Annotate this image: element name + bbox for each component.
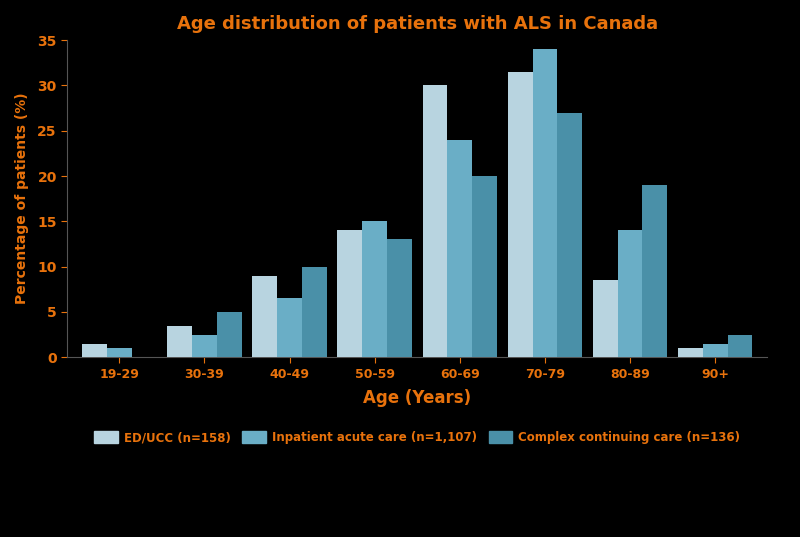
Bar: [472, 176, 497, 357]
Bar: [533, 49, 558, 357]
Bar: [422, 85, 447, 357]
Bar: [593, 280, 618, 357]
Title: Age distribution of patients with ALS in Canada: Age distribution of patients with ALS in…: [177, 15, 658, 33]
Bar: [727, 335, 752, 357]
Legend: ED/UCC (n=158), Inpatient acute care (n=1,107), Complex continuing care (n=136): ED/UCC (n=158), Inpatient acute care (n=…: [90, 426, 745, 449]
Bar: [642, 185, 667, 357]
Bar: [302, 266, 327, 357]
Bar: [217, 312, 242, 357]
Bar: [678, 348, 702, 357]
Bar: [277, 299, 302, 357]
Bar: [82, 344, 107, 357]
Bar: [702, 344, 727, 357]
Y-axis label: Percentage of patients (%): Percentage of patients (%): [15, 93, 29, 304]
Bar: [362, 221, 387, 357]
Bar: [387, 240, 412, 357]
Bar: [338, 230, 362, 357]
Bar: [508, 72, 533, 357]
Bar: [252, 275, 277, 357]
Bar: [192, 335, 217, 357]
Bar: [447, 140, 472, 357]
Bar: [167, 325, 192, 357]
Bar: [618, 230, 642, 357]
Bar: [107, 348, 132, 357]
X-axis label: Age (Years): Age (Years): [363, 389, 471, 407]
Bar: [558, 113, 582, 357]
